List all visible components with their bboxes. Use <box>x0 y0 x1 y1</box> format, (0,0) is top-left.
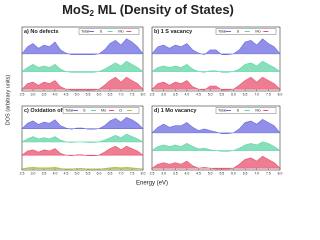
x-tick-label: 8.0 <box>141 92 146 96</box>
x-tick-label: 7.5 <box>130 171 135 175</box>
x-tick-label: 4.0 <box>53 171 58 175</box>
legend-box <box>62 107 140 114</box>
x-tick-label: 7.0 <box>254 92 259 96</box>
x-tick-label: 5.0 <box>208 171 213 175</box>
y-axis-label: DOS (arbitrary units) <box>5 75 11 126</box>
dos-curve <box>21 145 144 157</box>
dos-curve <box>151 60 281 73</box>
legend-label: S <box>83 109 86 113</box>
x-tick-label: 3.0 <box>161 92 166 96</box>
x-tick-label: 4.5 <box>64 92 69 96</box>
x-tick-label: 6.0 <box>97 92 102 96</box>
legend-label: Total <box>218 109 226 113</box>
dos-curve <box>21 116 144 130</box>
dos-curve <box>151 118 281 134</box>
x-tick-label: 2.5 <box>20 171 25 175</box>
panel-label: d) 1 Mo vacancy <box>154 108 197 114</box>
x-tick-label: 8.0 <box>278 171 283 175</box>
x-tick-label: 7.0 <box>119 92 124 96</box>
legend-label: Mo <box>101 109 106 113</box>
x-tick-label: 5.0 <box>75 92 80 96</box>
legend-label: Mo <box>255 30 260 34</box>
x-tick-label: 6.5 <box>243 171 248 175</box>
x-tick-label: 7.5 <box>130 92 135 96</box>
x-tick-label: 3.5 <box>173 92 178 96</box>
x-tick-label: 3.0 <box>31 171 36 175</box>
x-tick-label: 3.5 <box>42 92 47 96</box>
figure: MoS2 ML (Density of States) DOS (arbitra… <box>5 2 283 187</box>
x-tick-label: 2.5 <box>150 171 155 175</box>
legend-label: Mo <box>255 109 260 113</box>
x-tick-label: 3.0 <box>161 171 166 175</box>
x-tick-label: 4.5 <box>64 171 69 175</box>
legend-label: S <box>100 30 103 34</box>
legend-label: S <box>237 109 240 113</box>
x-tick-label: 6.5 <box>108 171 113 175</box>
dos-curve <box>151 38 281 56</box>
dos-curve <box>151 76 281 91</box>
panel-label: b) 1 S vacancy <box>154 29 193 35</box>
dos-curve <box>21 166 144 170</box>
x-tick-label: 3.5 <box>173 171 178 175</box>
x-tick-label: 2.5 <box>20 92 25 96</box>
x-tick-label: 3.0 <box>31 92 36 96</box>
x-tick-label: 6.0 <box>97 171 102 175</box>
panel-label: a) No defects <box>24 29 59 35</box>
dos-curve <box>151 141 281 152</box>
x-tick-label: 5.5 <box>86 171 91 175</box>
x-tick-label: 5.0 <box>75 171 80 175</box>
x-tick-label: 4.5 <box>196 171 201 175</box>
x-tick-label: 8.0 <box>141 171 146 175</box>
title-part: MoS <box>62 2 90 17</box>
legend-label: Mo <box>118 30 123 34</box>
x-tick-label: 5.5 <box>219 92 224 96</box>
figure-title: MoS2 ML (Density of States) <box>62 2 234 18</box>
x-tick-label: 7.0 <box>254 171 259 175</box>
x-tick-label: 6.5 <box>243 92 248 96</box>
legend-label: O <box>119 109 122 113</box>
x-tick-label: 5.0 <box>208 92 213 96</box>
x-tick-label: 2.5 <box>150 92 155 96</box>
x-tick-label: 7.0 <box>119 171 124 175</box>
x-tick-label: 7.5 <box>266 171 271 175</box>
x-tick-label: 6.0 <box>231 92 236 96</box>
x-tick-label: 4.0 <box>53 92 58 96</box>
x-tick-label: 8.0 <box>278 92 283 96</box>
dos-curve <box>21 60 144 73</box>
title-subscript: 2 <box>90 9 95 18</box>
title-part: ML (Density of States) <box>94 2 234 17</box>
dos-curve <box>21 133 144 143</box>
x-tick-label: 7.5 <box>266 92 271 96</box>
legend-label: Total <box>81 30 89 34</box>
dos-curve <box>151 155 281 170</box>
panel-label: c) Oxidation of S vac. <box>24 108 80 114</box>
dos-curve <box>21 76 144 91</box>
legend-label: Total <box>218 30 226 34</box>
x-tick-label: 5.5 <box>219 171 224 175</box>
legend-label: S <box>237 30 240 34</box>
x-tick-label: 4.0 <box>185 171 190 175</box>
x-tick-label: 4.5 <box>196 92 201 96</box>
x-tick-label: 3.5 <box>42 171 47 175</box>
x-axis-label: Energy (eV) <box>136 181 168 187</box>
x-tick-label: 4.0 <box>185 92 190 96</box>
x-tick-label: 6.0 <box>231 171 236 175</box>
legend-label: Total <box>65 109 73 113</box>
dos-curve <box>21 38 144 55</box>
x-tick-label: 5.5 <box>86 92 91 96</box>
x-tick-label: 6.5 <box>108 92 113 96</box>
